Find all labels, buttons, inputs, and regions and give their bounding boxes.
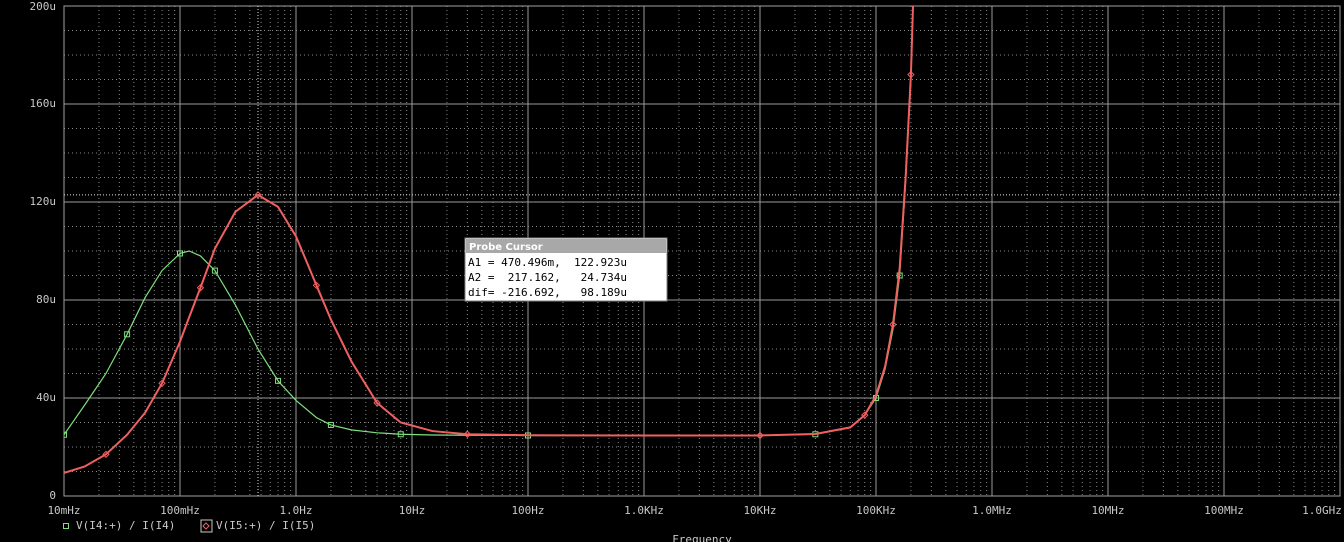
y-tick-label: 80u [36, 293, 56, 306]
legend-marker [202, 522, 210, 530]
marker [177, 250, 183, 257]
legend-marker [63, 523, 69, 529]
y-tick-label: 0 [49, 489, 56, 502]
marker [312, 281, 321, 290]
y-tick-label: 120u [30, 195, 57, 208]
marker [124, 331, 131, 338]
marker [373, 399, 381, 407]
x-tick-label: 1.0GHz [1302, 504, 1342, 517]
y-tick-label: 200u [30, 0, 57, 13]
y-tick-label: 160u [30, 97, 57, 110]
marker [756, 431, 764, 440]
series-line [64, 6, 915, 474]
marker [196, 284, 205, 292]
legend-label: V(I4:+) / I(I4) [76, 519, 175, 532]
x-tick-label: 100KHz [856, 504, 896, 517]
probe-cursor-row: dif= -216.692, 98.189u [468, 286, 627, 299]
series-line [64, 6, 914, 437]
marker [158, 379, 166, 388]
plot-border [63, 5, 1341, 497]
y-tick-label: 40u [36, 391, 56, 404]
marker [275, 377, 282, 384]
x-tick-label: 100mHz [160, 504, 200, 517]
legend-marker-frame [200, 519, 213, 533]
x-tick-label: 1.0MHz [972, 504, 1012, 517]
x-tick-label: 10mHz [47, 504, 80, 517]
x-tick-label: 10KHz [743, 504, 776, 517]
x-tick-label: 1.0KHz [624, 504, 664, 517]
x-axis-label: Frequency [672, 533, 732, 542]
marker [463, 430, 472, 438]
marker [327, 421, 334, 428]
x-tick-label: 10Hz [399, 504, 426, 517]
x-tick-label: 100Hz [511, 504, 544, 517]
probe-cursor-titlebar [466, 239, 666, 253]
legend-label: V(I5:+) / I(I5) [216, 519, 315, 532]
marker [211, 267, 218, 274]
x-tick-label: 1.0Hz [279, 504, 312, 517]
marker [907, 70, 915, 79]
marker [254, 191, 262, 199]
x-tick-label: 100MHz [1204, 504, 1244, 517]
marker [64, 431, 67, 438]
marker [889, 320, 897, 329]
marker [861, 411, 869, 419]
probe-cursor-row: A1 = 470.496m, 122.923u [468, 256, 627, 269]
probe-cursor-title: Probe Cursor [469, 242, 543, 253]
probe-cursor-window: Probe Cursor A1 = 470.496m, 122.923u A2 = … [464, 237, 668, 302]
marker [397, 431, 404, 438]
marker [102, 450, 110, 459]
probe-cursor-row: A2 = 217.162, 24.734u [468, 271, 627, 284]
x-tick-label: 10MHz [1091, 504, 1124, 517]
